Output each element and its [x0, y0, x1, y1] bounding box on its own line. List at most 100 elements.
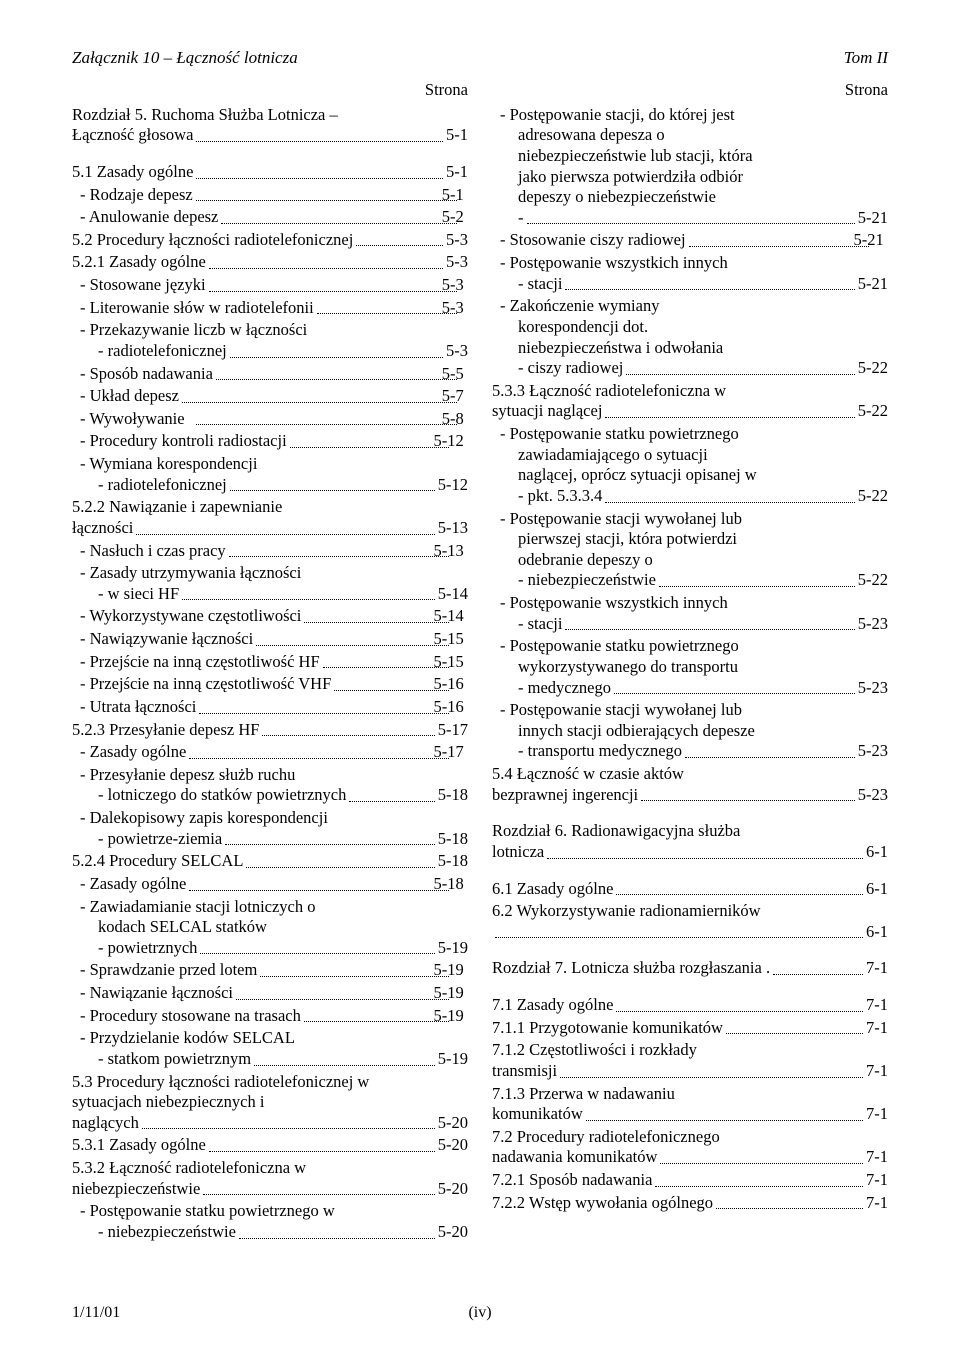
toc-entry: Zakończenie wymianykorespondencji dot.ni… [492, 296, 888, 379]
entry-line: niebezpieczeństwa i odwołania [518, 338, 888, 359]
entry-line: zawiadamiającego o sytuacji [518, 445, 888, 466]
leader-dots [616, 998, 863, 1011]
entry-label: 5.1 Zasady ogólne [72, 162, 193, 183]
toc-entry: Procedury kontroli radiostacji5-12 [72, 431, 468, 452]
entry-page: 5-23 [858, 785, 888, 806]
entry-line: 7.1.3 Przerwa w nadawaniu [492, 1084, 888, 1105]
entry-line: 5.4 Łączność w czasie aktów [492, 764, 888, 785]
footer-center: (iv) [468, 1304, 491, 1322]
entry-label: Zasady ogólne [98, 874, 186, 895]
entry-line: Postępowanie stacji, do której jest [518, 105, 888, 126]
leader-dots [527, 211, 855, 224]
toc-entry: 7.1.1 Przygotowanie komunikatów7-1 [492, 1018, 888, 1039]
leader-dots [565, 277, 854, 290]
toc-entry: 7.2.2 Wstęp wywołania ogólnego7-1 [492, 1193, 888, 1214]
spacer [492, 865, 888, 879]
toc-entry: Utrata łączności5-16 [72, 697, 468, 718]
entry-page: 5-19 [452, 983, 469, 1004]
entry-line: 5.2.2 Nawiązanie i zapewnianie [72, 497, 468, 518]
entry-label: 7.1.3 Przerwa w nadawaniu [492, 1084, 675, 1103]
entry-label: Anulowanie depesz [98, 207, 218, 228]
entry-label: Przydzielanie kodów SELCAL [80, 1028, 295, 1047]
entry-line: 7.2 Procedury radiotelefonicznego [492, 1127, 888, 1148]
entry-label: Wywoływanie [98, 409, 193, 430]
leader-dots [239, 1225, 435, 1238]
toc-entry: 6.2 Wykorzystywanie radionamierników6-1 [492, 901, 888, 942]
entry-label: ciszy radiowej [518, 358, 623, 379]
entry-line: Wymiana korespondencji [98, 454, 468, 475]
entry-line: 5.3.2 Łączność radiotelefoniczna w [72, 1158, 468, 1179]
entry-page: 5-22 [858, 401, 888, 422]
entry-page: 5-19 [438, 1049, 468, 1070]
toc-entry: Wywoływanie5-8 [72, 409, 468, 430]
entry-label: niebezpieczeństwie [518, 570, 656, 591]
leader-dots [626, 362, 854, 375]
entry-label: 5.2 Procedury łączności radiotelefoniczn… [72, 230, 353, 251]
entry-page: 5-22 [858, 358, 888, 379]
entry-label: Przejście na inną częstotliwość HF [98, 652, 320, 673]
entry-label: sytuacji naglącej [492, 401, 602, 422]
entry-line: kodach SELCAL statków [98, 917, 468, 938]
entry-label: 5.2.2 Nawiązanie i zapewnianie [72, 497, 282, 516]
entry-page: 5-17 [452, 742, 469, 763]
toc-entry: Postępowanie stacji wywołanej lubinnych … [492, 700, 888, 762]
toc-entry: 7.1.2 Częstotliwości i rozkłady transmis… [492, 1040, 888, 1081]
entry-label: Zasady utrzymywania łączności [80, 563, 301, 582]
entry-label: Rodzaje depesz [98, 185, 193, 206]
entry-page: 5-18 [438, 829, 468, 850]
entry-label: radiotelefonicznej [98, 341, 227, 362]
spacer [492, 944, 888, 958]
entry-label: Procedury stosowane na trasach [98, 1006, 301, 1027]
leader-dots [196, 165, 443, 178]
entry-page: 5-21 [872, 230, 889, 251]
entry-line: 5.3.3 Łączność radiotelefoniczna w [492, 381, 888, 402]
toc-entry: Przekazywanie liczb w łącznościradiotele… [72, 320, 468, 361]
leader-dots [236, 986, 448, 999]
leader-dots [547, 845, 863, 858]
entry-label: Układ depesz [98, 386, 179, 407]
toc-entry: 7.2.1 Sposób nadawania 7-1 [492, 1170, 888, 1191]
toc-entry: Stosowanie ciszy radiowej5-21 [492, 230, 888, 251]
entry-page: 5-22 [858, 570, 888, 591]
leader-dots [200, 941, 434, 954]
entry-page: 5-18 [438, 851, 468, 872]
spacer [492, 807, 888, 821]
toc-entry: 5.2.3 Przesyłanie depesz HF5-17 [72, 720, 468, 741]
entry-page: 7-1 [866, 1170, 888, 1191]
entry-label: nadawania komunikatów [492, 1147, 657, 1168]
leader-dots [230, 344, 443, 357]
strona-label-left: Strona [72, 80, 468, 101]
toc-entry: Postępowanie statku powietrznego wniebez… [72, 1201, 468, 1242]
entry-line: Przekazywanie liczb w łączności [98, 320, 468, 341]
leader-dots [659, 574, 855, 587]
toc-entry: Sposób nadawania5-5 [72, 364, 468, 385]
entry-label: 5.2.3 Przesyłanie depesz HF [72, 720, 259, 741]
entry-label: niebezpieczeństwie [72, 1179, 200, 1200]
leader-dots [189, 746, 448, 759]
leader-dots [689, 234, 869, 247]
entry-label: Stosowane języki [98, 275, 206, 296]
entry-label: Wykorzystywane częstotliwości [98, 606, 301, 627]
entry-page: 7-1 [866, 995, 888, 1016]
entry-page: 5-3 [460, 298, 468, 319]
entry-page: 6-1 [866, 879, 888, 900]
entry-line: 7.1.2 Częstotliwości i rozkłady [492, 1040, 888, 1061]
leader-dots [290, 435, 449, 448]
spacer [492, 981, 888, 995]
entry-label: Nawiązanie łączności [98, 983, 233, 1004]
entry-label: Nawiązywanie łączności [98, 629, 253, 650]
entry-label: Procedury kontroli radiostacji [98, 431, 287, 452]
entry-label: Rozdział 6. Radionawigacyjna służba [492, 821, 740, 840]
entry-label: 6.2 Wykorzystywanie radionamierników [492, 901, 761, 920]
toc-entry: Zasady ogólne5-18 [72, 874, 468, 895]
entry-label: 7.2.2 Wstęp wywołania ogólnego [492, 1193, 713, 1214]
entry-label: łączności [72, 518, 133, 539]
leader-dots [209, 256, 443, 269]
entry-label: komunikatów [492, 1104, 583, 1125]
leader-dots [304, 610, 448, 623]
entry-page: 5-16 [452, 697, 469, 718]
entry-label: 7.2.1 Sposób nadawania [492, 1170, 652, 1191]
entry-label: Rozdział 5. Ruchoma Służba Lotnicza – [72, 105, 338, 124]
entry-page: 7-1 [866, 1147, 888, 1168]
toc-entry: Przejście na inną częstotliwość HF5-15 [72, 652, 468, 673]
